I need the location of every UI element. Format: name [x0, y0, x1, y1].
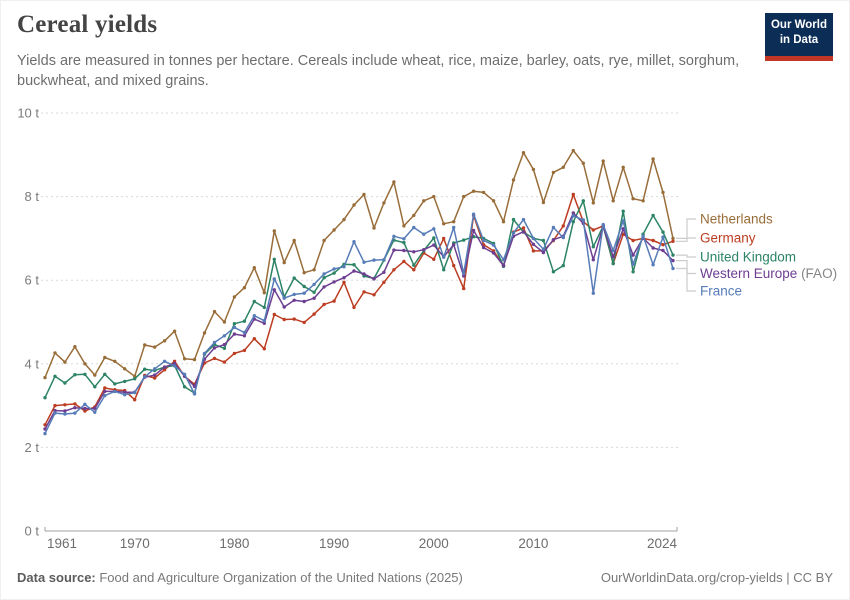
- series-line-germany[interactable]: [43, 192, 675, 427]
- y-tick-label: 10 t: [17, 106, 39, 121]
- credit-link[interactable]: OurWorldinData.org/crop-yields | CC BY: [600, 570, 833, 585]
- y-tick-label: 6 t: [25, 273, 40, 288]
- legend-connector: [676, 260, 696, 275]
- chart-subtitle: Yields are measured in tonnes per hectar…: [17, 53, 740, 90]
- x-tick-label: 2010: [518, 536, 548, 551]
- page-title: Cereal yields: [17, 11, 158, 38]
- owid-logo-line2: in Data: [779, 34, 819, 46]
- x-tick-label: 2000: [419, 536, 449, 551]
- y-tick-label: 0 t: [25, 524, 40, 539]
- series-line-france[interactable]: [43, 212, 675, 436]
- x-tick-label: 1980: [219, 536, 249, 551]
- chart-svg[interactable]: 0 t 2 t 4 t 6 t 8 t 10 t 1961 1970 1980 1990 2000 2…: [1, 1, 850, 561]
- y-axis-labels: 0 t 2 t 4 t 6 t 8 t 10 t: [17, 106, 39, 539]
- legend-label-western-europe[interactable]: Western Europe (FAO): [700, 266, 837, 281]
- data-source-label: Data source:: [17, 570, 96, 585]
- owid-logo[interactable]: Our World in Data: [765, 13, 833, 61]
- legend-label-germany[interactable]: Germany: [700, 231, 756, 246]
- y-tick-label: 2 t: [25, 440, 40, 455]
- x-tick-label: 1970: [120, 536, 150, 551]
- x-tick-label: 1990: [319, 536, 349, 551]
- legend: Netherlands Germany United KingdomWestern …: [676, 212, 837, 299]
- legend-connector: [676, 218, 696, 239]
- x-tick-label: 2024: [647, 536, 678, 551]
- series-line-netherlands[interactable]: [43, 148, 675, 380]
- owid-logo-line1: Our World: [770, 19, 827, 31]
- x-tick-label: 1961: [47, 536, 77, 551]
- series-line-western-europe[interactable]: [43, 211, 675, 431]
- legend-label-netherlands[interactable]: Netherlands: [700, 212, 773, 227]
- x-axis: 1961 1970 1980 1990 2000 2010 2024: [44, 527, 678, 551]
- data-source-text: Food and Agriculture Organization of the…: [95, 570, 463, 585]
- legend-connector: [676, 254, 696, 258]
- y-tick-label: 8 t: [25, 189, 40, 204]
- legend-connector: [676, 237, 696, 242]
- legend-connector: [676, 267, 696, 292]
- legend-label-france[interactable]: France: [700, 284, 742, 299]
- y-tick-label: 4 t: [25, 356, 40, 371]
- data-source[interactable]: Data source: Food and Agriculture Organi…: [17, 570, 463, 585]
- legend-label-united-kingdom[interactable]: United Kingdom: [700, 250, 796, 265]
